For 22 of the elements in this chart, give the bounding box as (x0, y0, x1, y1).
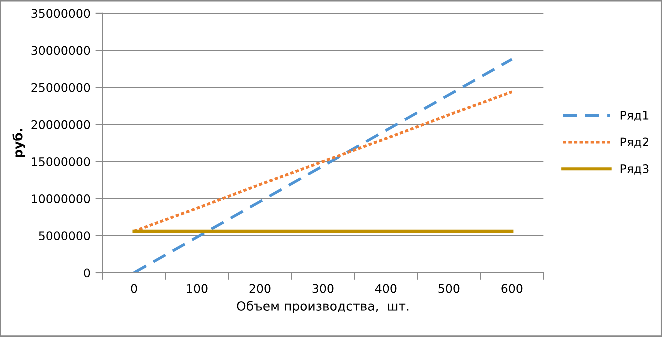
y-tick-label: 15000000 (32, 157, 90, 166)
y-axis-title: руб. (12, 129, 26, 158)
legend-label: Ряд3 (620, 164, 649, 175)
x-axis-title: Объем производства, шт. (237, 301, 409, 314)
y-tick-label: 10000000 (32, 194, 90, 204)
y-tick-label: 25000000 (32, 83, 90, 92)
y-tick-label: 0 (84, 268, 90, 278)
y-tick-label: 35000000 (32, 9, 90, 18)
line-series (132, 58, 514, 273)
legend-label: Ряд2 (620, 138, 648, 148)
x-tick-label: 200 (250, 284, 271, 294)
x-tick-label: 300 (312, 284, 334, 294)
y-tick-label: 5000000 (39, 232, 90, 241)
x-tick-label: 600 (502, 284, 523, 294)
legend-label: Ряд1 (620, 111, 649, 122)
x-tick-label: 100 (187, 284, 208, 294)
y-tick-label: 20000000 (32, 120, 90, 130)
x-tick-label: 400 (376, 284, 397, 294)
y-tick-label: 30000000 (32, 46, 90, 56)
x-tick-label: 0 (131, 284, 138, 294)
x-tick-label: 500 (438, 284, 460, 294)
line-series (132, 90, 514, 233)
